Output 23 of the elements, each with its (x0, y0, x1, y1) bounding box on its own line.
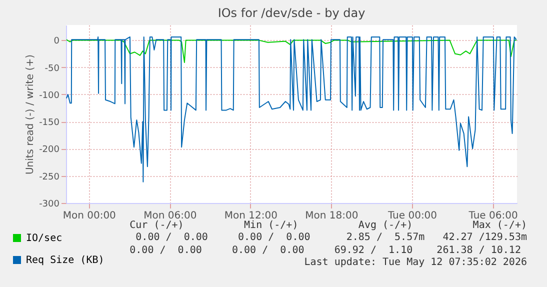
text: 0.00 / 0.00 0.00 / 0.00 2.85 / 5.57m 42.27 /129.53m (134, 232, 527, 245)
y-tick-label: -100 (39, 90, 60, 101)
text: 0.00 / 0.00 0.00 / 0.00 69.92 / 1.10 261.38 / 10.12 (130, 244, 522, 257)
x-tick-label: Tue 06:00 (468, 210, 518, 222)
text: Last update: Tue May 12 07:35:02 2026 (303, 257, 527, 270)
y-tick-label: -50 (44, 64, 60, 74)
legend-label: IO/sec (26, 233, 62, 244)
y-tick-label: -200 (39, 145, 60, 156)
x-tick-label: Mon 00:00 (62, 210, 116, 222)
x-tick-label: Tue 00:00 (386, 210, 438, 222)
y-tick-label: -150 (39, 118, 60, 128)
y-tick-label: -250 (39, 172, 60, 182)
x-tick-label: Mon 06:00 (144, 210, 197, 222)
chart-title: IOs for /dev/sde - by day (218, 6, 366, 20)
x-tick-label: Mon 18:00 (305, 210, 358, 222)
y-tick-label: 0 (54, 36, 60, 47)
y-axis-title: Units read (-) / write (+) (25, 54, 36, 175)
x-tick-label: Mon 12:00 (224, 210, 278, 222)
y-tick-label: -300 (39, 200, 60, 210)
line-series (66, 36, 517, 182)
text: Cur (-/+) Min (-/+) Avg (-/+) Max (-/+) (130, 220, 527, 232)
line-series (66, 39, 517, 63)
legend-label: Req Size (KB) (26, 255, 104, 266)
